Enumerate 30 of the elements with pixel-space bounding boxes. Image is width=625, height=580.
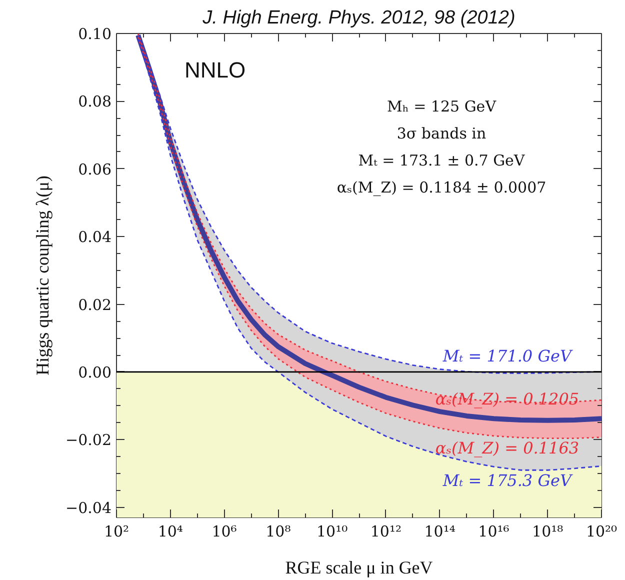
series-label: αₛ(M_Z) = 0.1163 [435, 438, 580, 458]
series-label: Mₜ = 175.3 GeV [442, 471, 573, 490]
x-tick-label: 10¹⁶ [478, 522, 510, 540]
x-tick-label: 10⁸ [266, 522, 291, 540]
y-tick-label: 0.04 [78, 228, 112, 246]
annotation: Mₕ = 125 GeV [386, 98, 498, 116]
y-tick-label: 0.08 [78, 92, 112, 111]
annotation: NNLO [184, 58, 246, 82]
x-tick-label: 10¹⁰ [316, 522, 348, 540]
annotation: αₛ(M_Z) = 0.1184 ± 0.0007 [336, 178, 546, 196]
y-tick-label: −0.02 [66, 431, 112, 450]
x-tick-label: 10¹⁸ [532, 522, 564, 540]
y-axis-title: Higgs quartic coupling λ(μ) [32, 176, 53, 376]
x-tick-label: 10¹² [370, 522, 402, 540]
y-tick-label: 0.00 [78, 363, 112, 382]
annotation: 3σ bands in [396, 124, 486, 142]
series-label: Mₜ = 171.0 GeV [442, 346, 573, 366]
x-tick-label: 10¹⁴ [424, 522, 456, 540]
x-tick-label: 10²⁰ [586, 522, 618, 540]
series-label: αₛ(M_Z) = 0.1205 [435, 389, 580, 408]
x-axis-title: RGE scale μ in GeV [285, 558, 433, 578]
chart-title: J. High Energ. Phys. 2012, 98 (2012) [202, 8, 516, 28]
x-tick-label: 10⁴ [158, 522, 183, 540]
x-tick-label: 10² [104, 522, 130, 540]
y-tick-label: 0.10 [78, 25, 112, 43]
y-tick-label: −0.04 [66, 498, 112, 517]
annotation: Mₜ = 173.1 ± 0.7 GeV [358, 152, 526, 170]
y-tick-label: 0.02 [78, 296, 112, 314]
x-tick-label: 10⁶ [212, 522, 237, 540]
y-tick-label: 0.06 [78, 160, 112, 178]
